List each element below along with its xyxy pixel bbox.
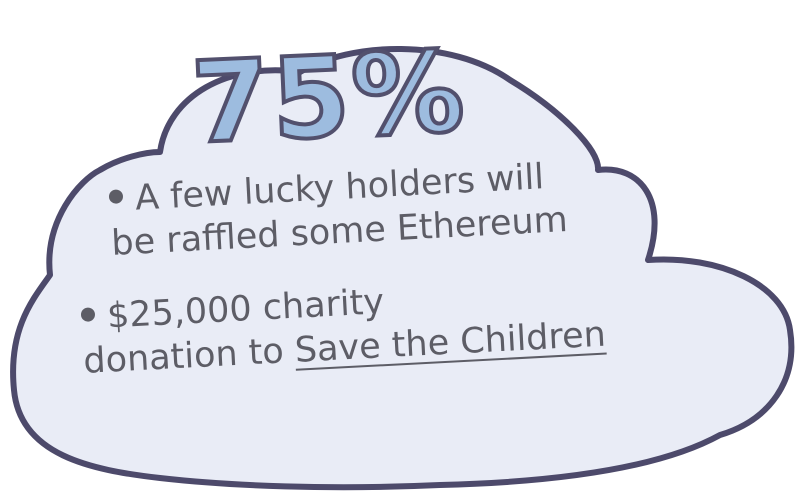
- bullet-dot-icon: [108, 189, 124, 204]
- bullet-dot-icon: [80, 307, 96, 322]
- bullet-charity-text2: donation to: [82, 330, 296, 382]
- headline-percentage: 75%: [187, 25, 470, 171]
